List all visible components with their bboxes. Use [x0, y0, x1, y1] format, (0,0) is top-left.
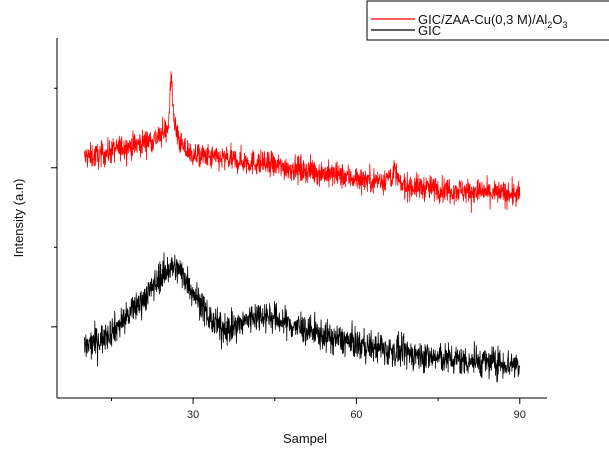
legend-label-series-1: GIC/ZAA-Cu(0,3 M)/Al2O3 [418, 12, 567, 30]
x-tick-label-90: 90 [514, 409, 526, 421]
legend-label-series-1-base: GIC/ZAA-Cu(0,3 M)/Al [418, 12, 547, 27]
x-axis-title: Sampel [283, 431, 327, 446]
legend-label-series-1-sub1: 2 [547, 20, 552, 30]
legend-label-series-2: GIC [418, 23, 441, 38]
legend-label-series-1-sub2: 3 [562, 20, 567, 30]
legend-box [366, 0, 609, 41]
x-tick-label-30: 30 [187, 409, 199, 421]
series-line-2 [83, 252, 521, 383]
legend-label-series-1-mid: O [552, 12, 562, 27]
series-line-1 [83, 71, 521, 214]
y-axis-title: Intensity (a.n) [11, 179, 26, 258]
legend: GIC/ZAA-Cu(0,3 M)/Al2O3 GIC [366, 0, 609, 41]
x-tick-label-60: 60 [350, 409, 362, 421]
